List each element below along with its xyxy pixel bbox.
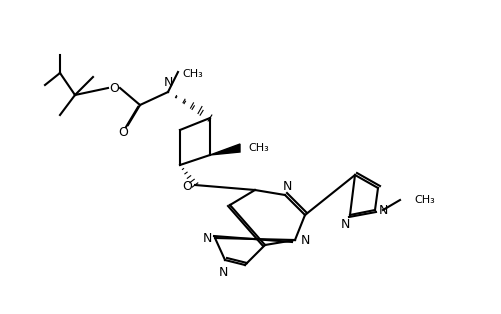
Polygon shape [210, 144, 240, 155]
Text: O: O [118, 127, 128, 139]
Text: O: O [109, 82, 119, 95]
Text: CH₃: CH₃ [182, 69, 203, 79]
Text: N: N [378, 203, 388, 216]
Text: N: N [218, 266, 227, 279]
Text: O: O [182, 181, 192, 193]
Text: CH₃: CH₃ [414, 195, 435, 205]
Text: N: N [300, 234, 310, 246]
Text: N: N [282, 181, 292, 193]
Text: N: N [340, 219, 350, 231]
Text: N: N [202, 231, 212, 245]
Text: N: N [163, 75, 173, 89]
Text: CH₃: CH₃ [248, 143, 269, 153]
